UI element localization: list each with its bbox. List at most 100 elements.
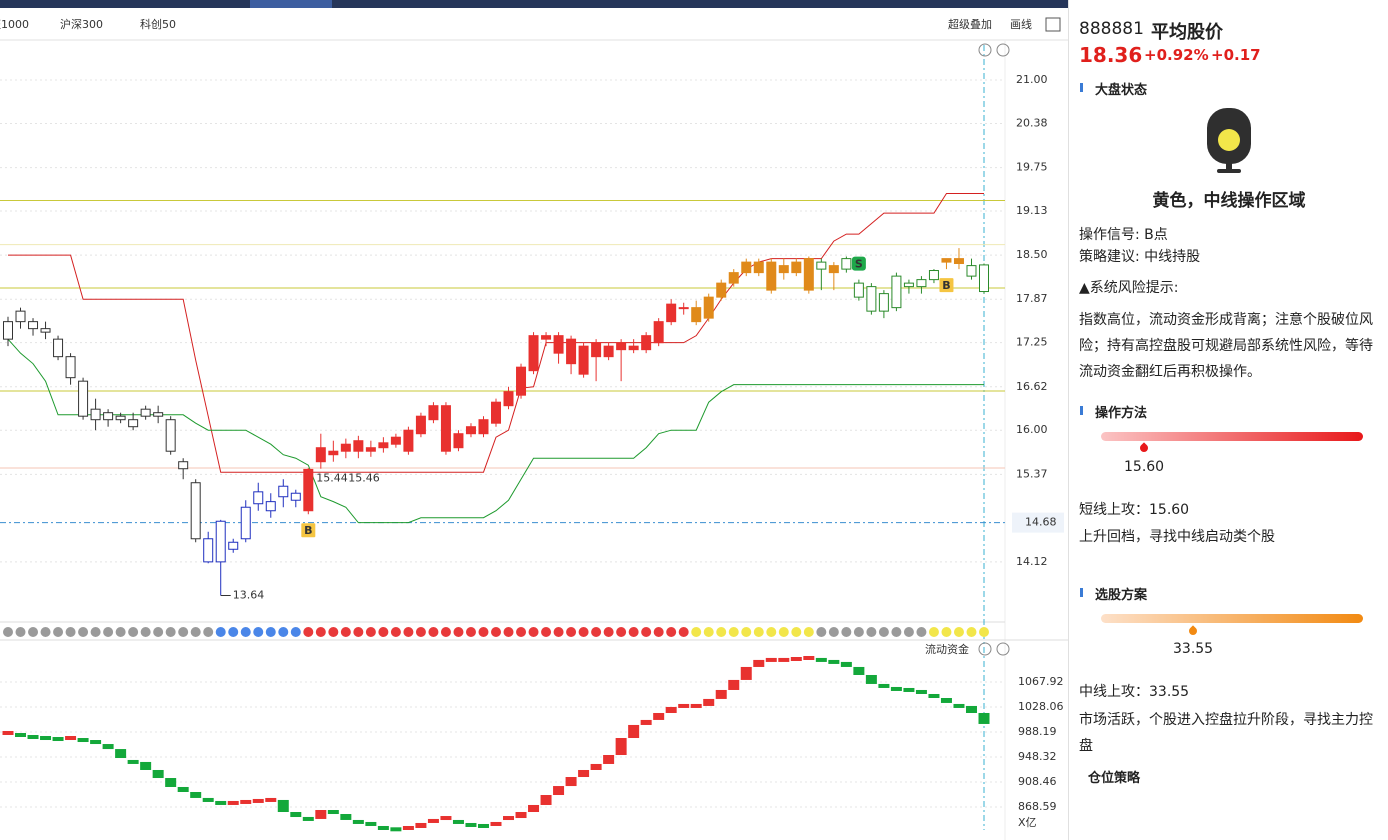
candle-body	[28, 321, 39, 330]
signal: 操作信号: B点	[1079, 227, 1168, 243]
flow-bar	[215, 800, 227, 805]
state-dot	[65, 627, 76, 637]
state-dot	[278, 627, 289, 637]
flow-bar	[440, 816, 452, 821]
flow-bar	[915, 689, 927, 694]
candle-body	[3, 321, 13, 340]
flow-bar	[190, 792, 202, 798]
y-tick-label: 18.50	[1016, 248, 1048, 261]
flow-bar	[653, 712, 665, 720]
candle-body	[979, 264, 989, 293]
state-dot	[691, 627, 702, 637]
state-dot	[15, 627, 26, 637]
flow-bar	[27, 735, 39, 740]
state-dot	[653, 627, 664, 637]
flow-bar	[477, 823, 489, 828]
state-dot	[728, 627, 739, 637]
candle-body	[653, 321, 664, 344]
state-dot	[353, 627, 364, 637]
signal-badge	[851, 256, 866, 271]
state-dot	[478, 627, 489, 637]
state-dot	[315, 627, 326, 637]
flow-bar	[715, 689, 727, 699]
candle-body	[516, 366, 527, 396]
price-annotation: 15.44	[316, 471, 348, 484]
section-title: 操作方法	[1095, 406, 1148, 421]
state-dot	[190, 627, 201, 637]
state-dot	[428, 627, 439, 637]
flow-bar	[628, 724, 640, 739]
flow-bar	[240, 799, 252, 804]
settings-icon[interactable]	[978, 642, 992, 656]
candle-body	[791, 261, 802, 274]
state-dot	[891, 627, 902, 637]
flow-bar	[665, 706, 677, 713]
help-icon[interactable]	[996, 642, 1010, 656]
candle-body	[928, 270, 939, 281]
flow-bar	[202, 797, 214, 802]
state-dot	[128, 627, 139, 637]
flow-bar	[402, 825, 414, 830]
state-dot	[553, 627, 564, 637]
candle-body	[566, 338, 577, 365]
status: 黄色，中线操作区域	[1152, 191, 1306, 211]
section-title: 选股方案	[1095, 588, 1148, 603]
candle-body	[491, 401, 501, 424]
candle-body	[440, 405, 451, 452]
state-dot	[716, 627, 727, 637]
candle-body	[541, 335, 552, 340]
tool-button[interactable]: 画线	[1010, 17, 1032, 31]
index-tab[interactable]: 证1000	[0, 18, 29, 31]
state-dot	[578, 627, 589, 637]
section-title: 大盘状态	[1095, 83, 1148, 98]
y-tick-label: 19.13	[1016, 204, 1048, 217]
state-dot	[503, 627, 514, 637]
flow-bar	[790, 657, 802, 661]
change: +0.17	[1211, 46, 1261, 64]
state-dot	[603, 627, 614, 637]
index-tab[interactable]: 科创50	[140, 17, 176, 31]
state-dot	[290, 627, 301, 637]
candle-body	[253, 491, 264, 505]
flow-bar	[340, 814, 352, 820]
y-tick-label: 20.38	[1016, 116, 1048, 129]
candle-body	[603, 345, 614, 358]
flow-bar	[540, 795, 552, 805]
candle-body	[390, 436, 401, 445]
flow-bar	[565, 777, 577, 787]
layout-icon[interactable]	[1045, 17, 1061, 32]
indicator-label: 流动资金	[925, 642, 969, 656]
state-dot	[753, 627, 764, 637]
candle-body	[841, 258, 852, 270]
flow-bar	[853, 666, 865, 675]
candle-body	[616, 342, 627, 351]
candle-body	[878, 293, 889, 312]
active-tab[interactable]	[250, 0, 332, 8]
flow-bar	[640, 719, 652, 725]
candle-body	[403, 429, 414, 452]
flow-bar	[277, 799, 289, 813]
candle-body	[78, 380, 89, 417]
help-icon[interactable]	[996, 43, 1010, 57]
y-tick-label: 868.59	[1018, 800, 1057, 813]
flow-bar	[15, 733, 27, 737]
state-dot	[440, 627, 451, 637]
state-dot	[966, 627, 977, 637]
candle-body	[315, 447, 326, 463]
flow-bar	[553, 786, 565, 796]
state-dot	[265, 627, 276, 637]
tool-button[interactable]: 超级叠加	[948, 17, 992, 31]
candle-body	[40, 328, 51, 333]
flow-bar	[890, 686, 902, 691]
y-tick-label: 908.46	[1018, 775, 1057, 788]
candle-body	[891, 275, 902, 309]
marker-value: 33.55	[1173, 641, 1214, 657]
note: 市场活跃，个股进入控盘拉升阶段，寻找主力控盘	[1079, 712, 1373, 754]
state-dot	[979, 627, 989, 637]
candle-body	[753, 261, 764, 274]
settings-icon[interactable]	[978, 43, 992, 57]
flow-bar	[840, 661, 852, 667]
candle-body	[866, 286, 877, 312]
index-tab[interactable]: 沪深300	[60, 17, 103, 31]
state-dot	[178, 627, 189, 637]
